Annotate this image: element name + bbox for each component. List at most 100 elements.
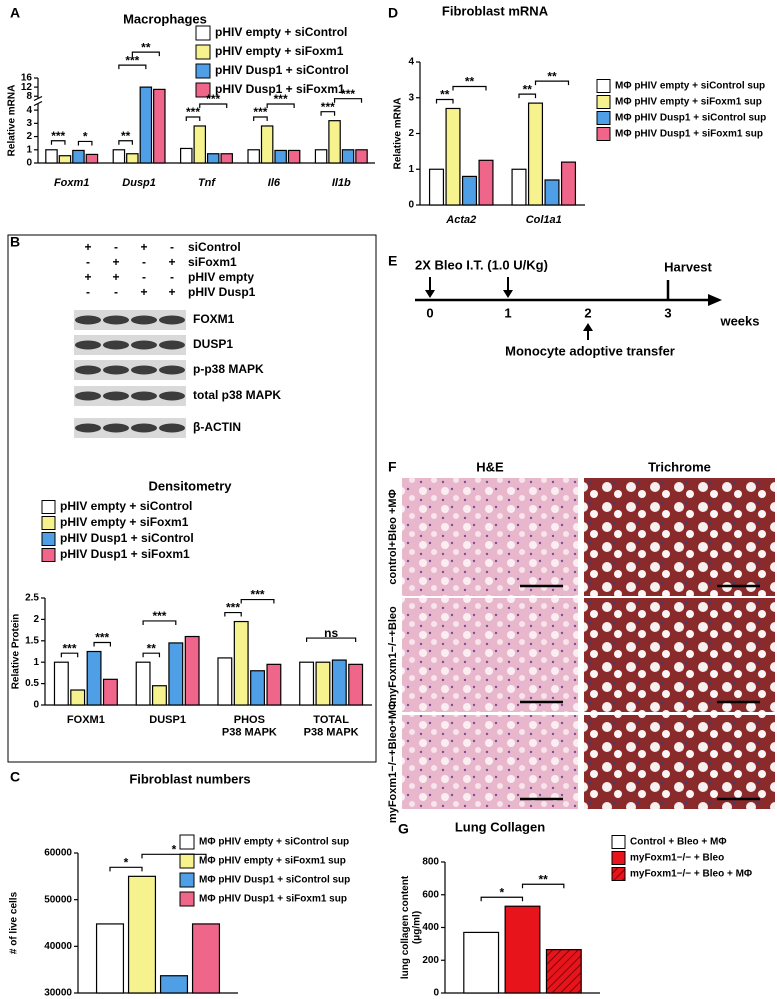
significance-bracket (185, 116, 201, 121)
bar (45, 149, 58, 164)
legend-swatch (179, 853, 195, 869)
blot-band (75, 315, 101, 325)
histology-row: control+Bleo +MΦ (387, 489, 399, 584)
x-tick-label: Dusp1 (122, 177, 156, 189)
blot-sign: + (112, 270, 119, 284)
blot-row-label: pHIV Dusp1 (188, 285, 256, 299)
arrowhead (583, 323, 593, 331)
bar (560, 161, 577, 206)
panel-letter: D (388, 5, 398, 21)
blot-strip (74, 386, 186, 406)
y-tick-label: 0 (408, 200, 414, 211)
y-axis-label: Relative Protein (11, 614, 22, 690)
y-axis-label: Relative mRNA (7, 85, 18, 157)
bar (247, 149, 260, 164)
legend-label: myFoxm1−/− + Bleo + MΦ (630, 869, 752, 880)
bar (95, 923, 125, 994)
significance-bracket (253, 116, 268, 121)
legend-swatch (195, 25, 211, 41)
significance-label: *** (63, 641, 77, 655)
bar (191, 923, 221, 994)
legend-label: MΦ pHIV Dusp1 + siFoxm1 sup (199, 894, 347, 905)
bar (341, 149, 355, 164)
legend-label: MΦ pHIV empty + siFoxm1 sup (199, 856, 346, 867)
y-tick-label: 1 (408, 164, 414, 175)
legend-label: pHIV Dusp1 + siFoxm1 (215, 82, 345, 96)
significance-label: * (172, 843, 177, 857)
bar (314, 149, 328, 164)
significance-label: * (83, 130, 88, 144)
blot-band (75, 365, 101, 375)
significance-label: ** (538, 872, 548, 886)
legend-label: pHIV Dusp1 + siControl (215, 63, 349, 77)
legend-swatch (596, 111, 611, 125)
bar (315, 661, 331, 706)
timeline-week: 2 (584, 305, 591, 320)
legend-swatch (195, 44, 211, 60)
significance-bracket (109, 866, 143, 872)
significance-label: *** (125, 53, 139, 67)
legend-label: myFoxm1−/− + Bleo (630, 853, 724, 864)
bar (250, 670, 266, 706)
x-tick-label: PHOS P38 MAPK (222, 714, 277, 739)
legend-label: MΦ pHIV Dusp1 + siControl sup (199, 875, 350, 886)
bar (217, 657, 233, 706)
bar (168, 642, 184, 706)
blot-sign: - (142, 270, 146, 284)
legend-label: pHIV Dusp1 + siControl (60, 531, 194, 545)
legend-label: pHIV empty + siControl (215, 25, 347, 39)
blot-row-label: siFoxm1 (188, 255, 237, 269)
significance-bracket (142, 620, 177, 625)
legend-label: Control + Bleo + MΦ (630, 837, 727, 848)
x-tick-label: DUSP1 (149, 714, 186, 726)
significance-label: *** (206, 92, 220, 106)
blot-sign: - (86, 285, 90, 299)
histology-row: myFoxm1−/−+Bleo+MΦ (387, 701, 399, 823)
bar (348, 663, 364, 706)
legend-swatch (611, 867, 626, 881)
y-tick-label: 400 (422, 922, 439, 933)
x-tick-label: Il1b (332, 177, 351, 189)
timeline-harvest: Harvest (664, 259, 712, 274)
y-tick-label: 2 (33, 614, 39, 625)
bar (112, 149, 126, 164)
bar (153, 88, 166, 164)
blot-sign: - (86, 255, 90, 269)
bar (220, 153, 233, 164)
significance-label: *** (186, 105, 200, 119)
x-tick-label: FOXM1 (67, 714, 105, 726)
blot-band-label: DUSP1 (193, 337, 233, 351)
significance-label: ** (440, 88, 450, 102)
blot-sign: - (142, 255, 146, 269)
bar (127, 875, 157, 994)
blot-sign: - (170, 270, 174, 284)
significance-bracket (118, 64, 147, 70)
significance-bracket (266, 103, 295, 108)
blot-band (159, 391, 185, 401)
bar (139, 86, 153, 164)
timeline-unit: weeks (719, 313, 759, 328)
blot-sign: + (84, 270, 91, 284)
significance-label: *** (95, 631, 109, 645)
axis-break (33, 95, 43, 102)
significance-bracket (306, 637, 357, 643)
bar (331, 659, 347, 706)
panel-letter: E (388, 253, 397, 269)
bar (206, 153, 220, 164)
histology-image (584, 478, 775, 596)
legend-label: pHIV empty + siFoxm1 (215, 44, 344, 58)
bar (445, 107, 461, 206)
panel-letter: F (388, 459, 397, 475)
y-tick-label: 2.5 (25, 593, 39, 604)
blot-band (159, 340, 185, 350)
legend-label: MΦ pHIV empty + siFoxm1 sup (615, 97, 762, 108)
histology-image (402, 598, 578, 712)
y-tick-label: 0 (33, 700, 39, 711)
arrowhead (425, 290, 435, 298)
blot-sign: + (140, 285, 147, 299)
y-tick-label: 0 (433, 988, 439, 999)
significance-bracket (77, 140, 93, 146)
blot-band (159, 423, 185, 433)
y-tick-label: 3 (408, 92, 414, 103)
